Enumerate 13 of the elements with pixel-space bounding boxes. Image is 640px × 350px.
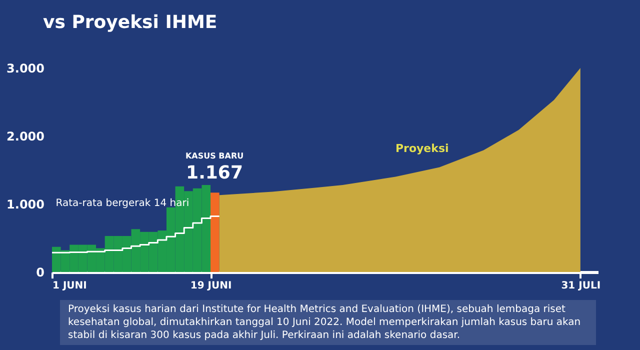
data-label: 1.167: [186, 162, 243, 184]
y-tick-label: 2.000: [6, 130, 44, 144]
annotation: KASUS BARU: [185, 152, 244, 161]
chart-title: vs Proyeksi IHME: [43, 12, 218, 33]
x-tick-label: 31 JULI: [561, 280, 601, 292]
y-tick-label: 1.000: [6, 198, 44, 212]
series-label: Rata-rata bergerak 14 hari: [56, 198, 190, 210]
x-tick-label: 1 JUNI: [52, 280, 87, 292]
text: Proyeksi kasus harian dari Institute for Health Metrics and Evaluation (IHME), sebuah lembaga riset kesehatan global, dimutakhirkan tanggal 10 Juni 2022. Model memperkirakan jumlah kasus baru akan stabil di kisaran 300 kasus pada akhir Juli. Perkiraan ini adalah skenario dasar.: [60, 300, 596, 345]
x-tick-label: 19 JUNI: [190, 280, 232, 292]
series-label: Proyeksi: [395, 142, 449, 155]
y-tick-label: 3.000: [6, 62, 44, 76]
y-tick-label: 0: [36, 266, 44, 280]
